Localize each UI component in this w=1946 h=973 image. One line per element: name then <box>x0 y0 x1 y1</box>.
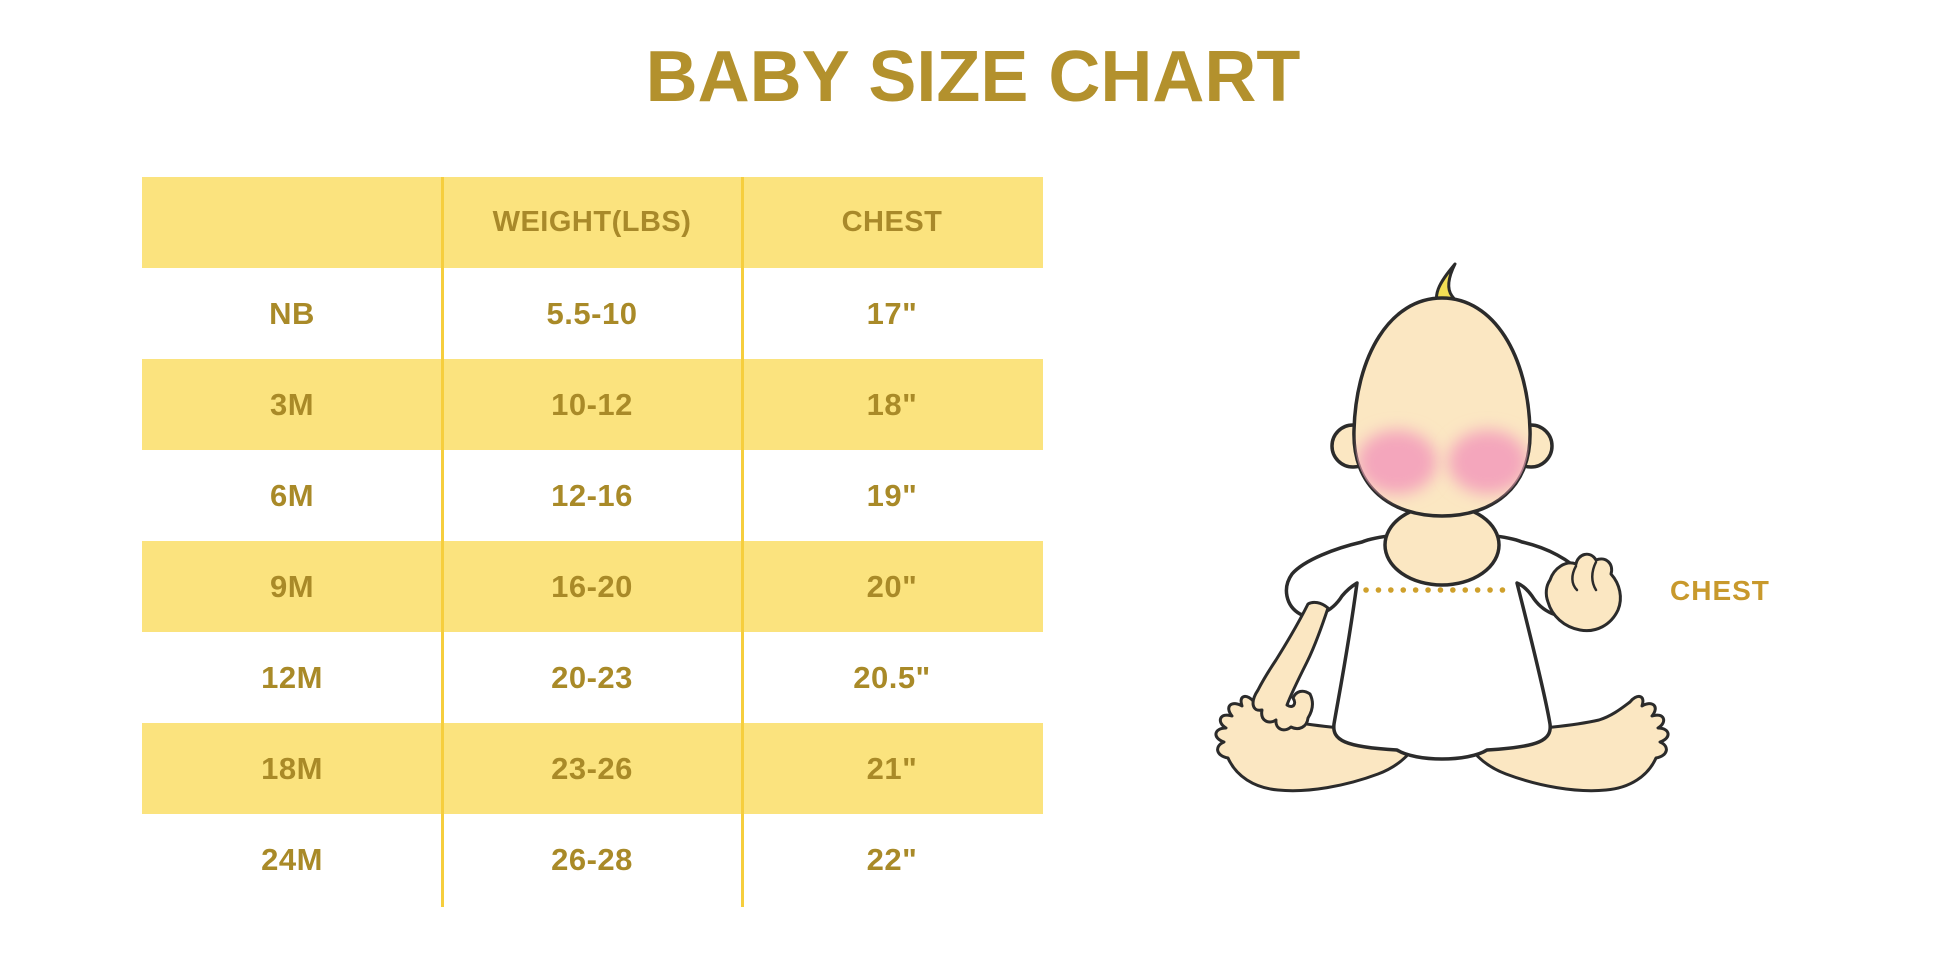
table-row-cell: 16-20 <box>551 568 633 604</box>
table-row: 18M 23-26 21" <box>142 723 1043 814</box>
table-row-cell: 12-16 <box>551 477 633 513</box>
table-row-cell: 20-23 <box>551 659 633 695</box>
baby-fist-knuckle-line <box>1591 560 1598 592</box>
page-title: BABY SIZE CHART <box>645 37 1301 117</box>
table-row-cell: 19" <box>866 477 918 513</box>
table-row-cell: 21" <box>866 750 918 786</box>
table-row-cell: 20.5" <box>853 659 931 695</box>
table-row: 12M 20-23 20.5" <box>142 632 1043 723</box>
table-column-divider <box>741 177 744 907</box>
baby-left-arm <box>1251 600 1330 732</box>
baby-right-leg <box>1462 695 1670 793</box>
chest-annotation-label: CHEST <box>1670 575 1770 606</box>
table-row: NB 5.5-10 17" <box>142 268 1043 359</box>
baby-left-cheek <box>1357 430 1437 494</box>
table-row-cell: 26-28 <box>551 841 633 877</box>
table-row-cell: 3M <box>269 386 315 422</box>
table-row-cell: 12M <box>261 659 323 695</box>
table-row-cell: 18M <box>261 750 323 786</box>
table-row-cell: 20" <box>866 568 918 604</box>
table-row-cell: 9M <box>269 568 315 604</box>
table-row-cell: 5.5-10 <box>546 295 638 331</box>
table-row-cell: 6M <box>269 477 315 513</box>
table-row-cell: NB <box>269 295 315 331</box>
table-header-row: WEIGHT(LBS) CHEST <box>142 177 1043 268</box>
table-row: 6M 12-16 19" <box>142 450 1043 541</box>
table-column-divider <box>441 177 444 907</box>
table-row-cell: 22" <box>866 841 918 877</box>
table-row-cell: 18" <box>866 386 918 422</box>
baby-right-fist <box>1544 552 1622 633</box>
baby-drawing <box>1214 262 1670 793</box>
table-header-row-cell: WEIGHT(LBS) <box>492 206 692 238</box>
table-row: 3M 10-12 18" <box>142 359 1043 450</box>
table-row: 9M 16-20 20" <box>142 541 1043 632</box>
baby-right-cheek <box>1448 430 1528 494</box>
table-row-cell: 24M <box>261 841 323 877</box>
table-row: 24M 26-28 22" <box>142 814 1043 905</box>
table-row-cell: 10-12 <box>551 386 633 422</box>
table-row-cell: 17" <box>866 295 918 331</box>
table-header-row-cell <box>142 177 442 268</box>
baby-fist-knuckle-line <box>1571 564 1579 592</box>
baby-size-table: WEIGHT(LBS) CHEST NB 5.5-10 17" 3M 10-12 18" 6M… <box>142 177 1043 907</box>
table-row-cell: 23-26 <box>551 750 633 786</box>
baby-illustration <box>1150 250 1710 810</box>
table-header-row-cell: CHEST <box>841 206 943 238</box>
